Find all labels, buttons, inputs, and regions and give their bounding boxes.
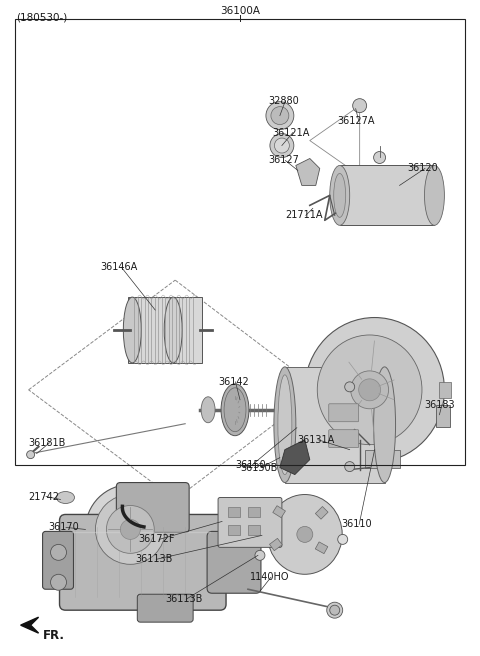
Ellipse shape bbox=[278, 375, 292, 474]
Circle shape bbox=[373, 152, 385, 163]
Circle shape bbox=[327, 602, 343, 618]
Bar bbox=[315, 506, 328, 519]
Circle shape bbox=[50, 544, 67, 560]
Bar bbox=[315, 542, 328, 554]
Ellipse shape bbox=[424, 165, 444, 225]
Circle shape bbox=[330, 605, 340, 615]
Text: 1140HO: 1140HO bbox=[250, 572, 289, 583]
Polygon shape bbox=[21, 617, 38, 633]
Circle shape bbox=[345, 382, 355, 392]
FancyBboxPatch shape bbox=[116, 483, 189, 533]
Bar bbox=[128, 297, 202, 363]
Bar bbox=[248, 508, 260, 518]
Ellipse shape bbox=[85, 485, 175, 574]
Text: 36131A: 36131A bbox=[297, 435, 334, 445]
Text: FR.: FR. bbox=[43, 628, 65, 642]
Text: 36120: 36120 bbox=[408, 163, 438, 173]
Text: 36172F: 36172F bbox=[138, 535, 175, 544]
Bar bbox=[269, 539, 282, 550]
Bar bbox=[273, 506, 286, 518]
Circle shape bbox=[26, 451, 35, 459]
Text: 36121A: 36121A bbox=[272, 127, 309, 138]
Ellipse shape bbox=[164, 297, 182, 363]
FancyBboxPatch shape bbox=[137, 594, 193, 622]
FancyBboxPatch shape bbox=[60, 514, 226, 610]
Polygon shape bbox=[280, 440, 310, 474]
Text: 36127: 36127 bbox=[268, 155, 299, 165]
Ellipse shape bbox=[274, 367, 296, 483]
Text: 36170: 36170 bbox=[48, 522, 79, 533]
Ellipse shape bbox=[120, 520, 140, 539]
Ellipse shape bbox=[270, 134, 294, 157]
Text: 36130B: 36130B bbox=[240, 462, 277, 472]
Text: 36100A: 36100A bbox=[220, 6, 260, 16]
Text: 36113B: 36113B bbox=[165, 594, 203, 604]
FancyBboxPatch shape bbox=[329, 404, 359, 422]
Text: 36110: 36110 bbox=[342, 520, 372, 529]
Text: 21711A: 21711A bbox=[285, 211, 323, 220]
Bar bbox=[436, 405, 450, 426]
Ellipse shape bbox=[317, 335, 422, 445]
Ellipse shape bbox=[266, 102, 294, 130]
Ellipse shape bbox=[305, 318, 444, 462]
Circle shape bbox=[353, 98, 367, 113]
Bar bbox=[365, 449, 399, 468]
Bar bbox=[340, 165, 434, 225]
Bar bbox=[285, 367, 384, 483]
Ellipse shape bbox=[123, 297, 141, 363]
FancyBboxPatch shape bbox=[329, 430, 359, 447]
Ellipse shape bbox=[221, 384, 249, 436]
Text: 36183: 36183 bbox=[424, 400, 455, 410]
Ellipse shape bbox=[373, 367, 396, 483]
Text: 36150: 36150 bbox=[235, 460, 266, 470]
Ellipse shape bbox=[57, 491, 74, 504]
Circle shape bbox=[50, 574, 67, 590]
Ellipse shape bbox=[107, 506, 154, 554]
Text: 36127A: 36127A bbox=[338, 115, 375, 125]
FancyBboxPatch shape bbox=[43, 531, 73, 589]
Ellipse shape bbox=[334, 173, 346, 217]
FancyBboxPatch shape bbox=[207, 531, 261, 593]
Text: 21742: 21742 bbox=[29, 491, 60, 501]
Bar bbox=[228, 525, 240, 535]
Ellipse shape bbox=[359, 379, 381, 401]
Ellipse shape bbox=[96, 495, 165, 564]
Bar bbox=[15, 19, 465, 464]
Circle shape bbox=[255, 550, 265, 560]
Text: 36146A: 36146A bbox=[100, 262, 138, 272]
Ellipse shape bbox=[297, 526, 313, 543]
Bar bbox=[248, 525, 260, 535]
Text: 36142: 36142 bbox=[218, 377, 249, 387]
Text: 32880: 32880 bbox=[268, 96, 299, 106]
Bar bbox=[228, 508, 240, 518]
Ellipse shape bbox=[267, 495, 342, 574]
Ellipse shape bbox=[224, 388, 246, 432]
Bar bbox=[439, 382, 451, 398]
Circle shape bbox=[345, 462, 355, 472]
Ellipse shape bbox=[271, 107, 289, 125]
FancyBboxPatch shape bbox=[218, 497, 282, 547]
Ellipse shape bbox=[330, 165, 350, 225]
Ellipse shape bbox=[351, 371, 389, 409]
Polygon shape bbox=[296, 159, 320, 186]
Ellipse shape bbox=[275, 138, 289, 153]
Circle shape bbox=[338, 535, 348, 544]
Text: 36181B: 36181B bbox=[29, 438, 66, 447]
Text: 36113B: 36113B bbox=[135, 554, 173, 564]
Ellipse shape bbox=[201, 397, 215, 422]
Text: (180530-): (180530-) bbox=[16, 13, 67, 23]
